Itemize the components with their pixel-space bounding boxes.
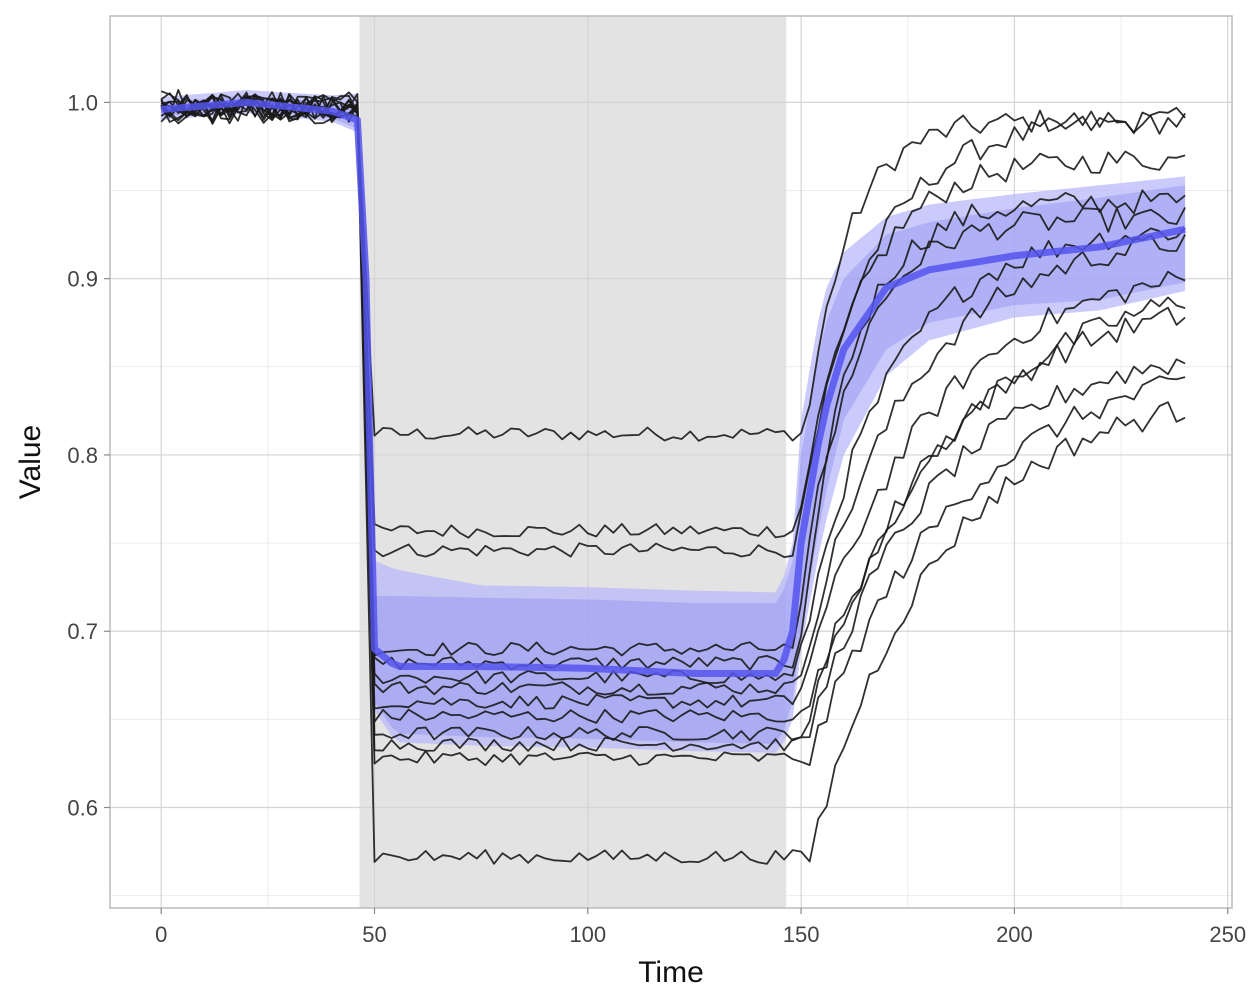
y-tick-label: 0.6	[67, 796, 98, 821]
panel-border	[109, 15, 1233, 909]
series-line-9	[160, 96, 1186, 724]
series-line-1	[160, 96, 1186, 442]
y-axis-title: Value	[14, 425, 47, 500]
series-line-10	[160, 97, 1186, 742]
x-tick-label: 150	[783, 922, 820, 947]
x-tick-label: 50	[362, 922, 386, 947]
x-axis-ticks: 0 50 100 150 200 250	[155, 908, 1246, 947]
mean-line	[160, 98, 1186, 677]
shaded-region	[359, 16, 787, 908]
y-tick-label: 0.7	[67, 619, 98, 644]
confidence-bands	[161, 90, 1186, 753]
x-axis-title: Time	[638, 956, 704, 989]
plot-panel	[109, 15, 1233, 909]
y-tick-label: 1.0	[67, 90, 98, 115]
series-line-12	[160, 94, 1186, 767]
series-line-7	[160, 92, 1186, 696]
series-line-8	[160, 90, 1186, 710]
outer-band	[161, 90, 1186, 753]
x-tick-label: 0	[155, 922, 167, 947]
mean-series-line	[160, 98, 1186, 677]
x-tick-label: 200	[996, 922, 1033, 947]
x-tick-label: 250	[1209, 922, 1246, 947]
inner-band	[161, 95, 1186, 745]
y-tick-label: 0.9	[67, 267, 98, 292]
x-tick-label: 100	[569, 922, 606, 947]
y-axis-ticks: 0.6 0.7 0.8 0.9 1.0	[67, 90, 110, 821]
series-line-13	[160, 97, 1186, 865]
y-tick-label: 0.8	[67, 443, 98, 468]
